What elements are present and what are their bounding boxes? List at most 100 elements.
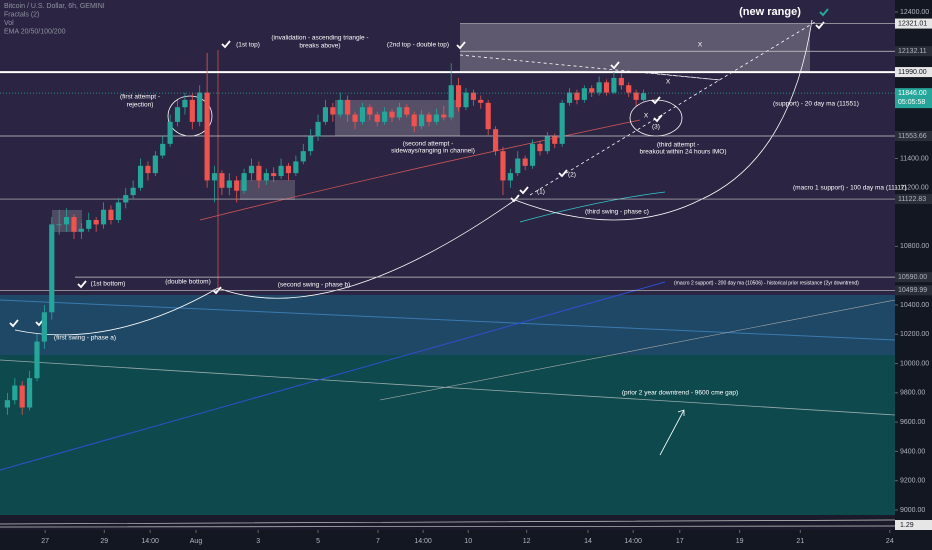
range-box [460, 24, 810, 72]
annotation: (3) [652, 124, 660, 131]
level-tag [895, 18, 932, 29]
candle-body [382, 111, 388, 122]
candle-body [492, 129, 499, 152]
candle-body [359, 107, 366, 122]
x-tick-label: 29 [100, 538, 108, 545]
candle-body [352, 114, 358, 122]
annotation: (macro 2 support) - 200 day ma (10506) -… [674, 280, 859, 286]
x-tick-label: 14:00 [414, 538, 432, 545]
candle-body [345, 99, 351, 115]
x-tick-label: 17 [676, 538, 684, 545]
y-tick-label: 10800.00 [900, 243, 929, 250]
candle-body [396, 107, 403, 118]
candle-body [271, 173, 277, 177]
y-tick-label: 9000.00 [900, 507, 925, 514]
annotation: X [644, 113, 649, 120]
candle-body [26, 378, 33, 408]
box [240, 180, 295, 200]
annotation: (macro 1 support) - 100 day ma (11117) [793, 185, 907, 192]
candle-body [152, 155, 158, 174]
annotation: (new range) [739, 6, 801, 18]
candle-body [552, 136, 558, 144]
indicator-line [0, 519, 896, 528]
countdown: 05:05:58 [898, 99, 925, 106]
indicator-tag [895, 520, 932, 530]
candle-body [300, 151, 306, 162]
candle-body [226, 180, 232, 188]
x-tick-label: 14:00 [141, 538, 159, 545]
candle-body [278, 165, 284, 177]
candle-body [522, 158, 528, 166]
annotation: rejection) [127, 102, 154, 109]
candle-body [589, 88, 595, 93]
level-label: 10499.99 [898, 287, 927, 294]
arrow [659, 409, 685, 456]
y-tick-label: 10400.00 [900, 302, 929, 309]
annotation: (second attempt - [403, 141, 454, 148]
y-tick-label: 10200.00 [900, 331, 929, 338]
annotation: X [698, 42, 703, 49]
candle-body [603, 82, 610, 93]
y-tick-label: 9200.00 [900, 478, 925, 485]
zone-middle [0, 295, 895, 355]
annotation: X [666, 79, 671, 86]
candle-body [189, 99, 195, 122]
header-line: Vol [4, 20, 14, 27]
candle-body [167, 121, 173, 144]
x-tick-label: 27 [41, 538, 49, 545]
level-tag [895, 46, 932, 57]
indicator-pane [0, 515, 895, 530]
candle-body [441, 114, 447, 118]
candle-body [581, 88, 587, 100]
y-tick-label: 9800.00 [900, 390, 925, 397]
candle-body [49, 224, 55, 313]
annotation: (1) [537, 189, 545, 196]
candle-body [41, 312, 47, 342]
swing-curve [14, 19, 813, 336]
ema-line [199, 119, 641, 221]
candle-body [211, 173, 218, 181]
x-tick-label: 24 [886, 538, 894, 545]
header-line: Fractals (2) [4, 11, 39, 18]
candle-body [123, 195, 129, 203]
candle-body [640, 93, 647, 100]
candle-body [389, 111, 395, 118]
candle-body [248, 165, 255, 174]
header-line: Bitcoin / U.S. Dollar, 6h, GEMINI [4, 3, 105, 10]
candle-body [34, 341, 40, 379]
checkmark [819, 8, 829, 17]
candle-body [12, 385, 18, 401]
triangle [459, 54, 721, 81]
annotation: (second swing - phase b) [278, 282, 351, 289]
candle-body [322, 107, 329, 122]
ema-line [519, 191, 666, 223]
y-tick-label: 9400.00 [900, 448, 925, 455]
y-tick-label: 12400.00 [900, 9, 929, 16]
trend-line [379, 299, 896, 401]
level-tag [895, 67, 932, 78]
trend-line [529, 21, 816, 196]
level-label: 12132.11 [898, 48, 927, 55]
candle-body [115, 202, 121, 221]
candle-body [611, 77, 617, 93]
annotation: (2nd top - double top) [387, 42, 449, 49]
candle-body [197, 92, 203, 122]
trend-line [0, 359, 896, 416]
candle-body [544, 136, 550, 152]
x-tick-label: 7 [376, 538, 380, 545]
candle-body [108, 209, 114, 221]
candle-body [86, 220, 92, 229]
level-tag [895, 194, 932, 205]
indicator-label: 1.29 [900, 522, 914, 529]
annotation: (double bottom) [165, 279, 211, 286]
x-tick-label: 19 [736, 538, 744, 545]
candle-body [566, 92, 573, 103]
candle-body [500, 151, 506, 181]
trend-line [0, 299, 896, 341]
candle-body [537, 143, 543, 152]
candle-body [160, 143, 166, 156]
candle-body [559, 102, 565, 144]
time-axis [0, 530, 932, 550]
candle-body [145, 165, 151, 174]
